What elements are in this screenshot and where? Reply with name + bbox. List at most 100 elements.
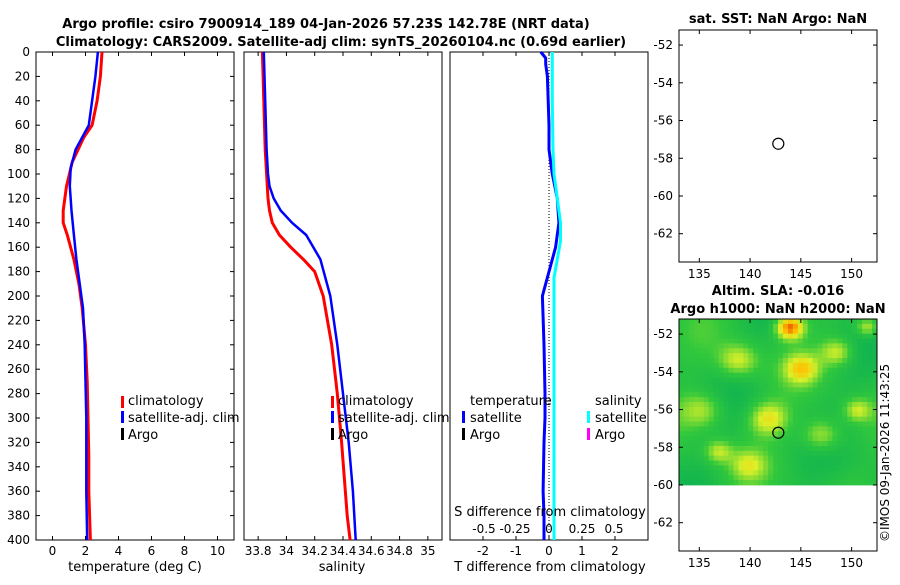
sla-map-ticks: 135 140 145 150 -52 -54 -56 -58 -60 -62: [653, 319, 877, 570]
s-diff-tick-label: -0.25: [499, 522, 530, 536]
heatmap-cell: [867, 328, 873, 335]
heatmap-cell: [698, 387, 705, 393]
temperature-x-ticks: 0 2 4 6 8 10: [49, 52, 225, 558]
heatmap-cell: [698, 450, 705, 457]
heatmap-cell: [837, 431, 843, 437]
heatmap-cell: [778, 338, 784, 344]
heatmap-cell: [728, 397, 734, 403]
heatmap-cell: [679, 338, 685, 344]
heatmap-cell: [782, 411, 789, 418]
heatmap-cell: [787, 367, 794, 374]
heatmap-cell: [718, 470, 724, 476]
heatmap-cell: [842, 411, 848, 418]
heatmap-cell: [743, 421, 749, 427]
heatmap-cell: [773, 348, 779, 354]
heatmap-cell: [862, 406, 868, 413]
heatmap-cell: [842, 431, 848, 437]
heatmap-cell: [708, 480, 715, 486]
heatmap-cell: [778, 348, 784, 354]
heatmap-cell: [733, 460, 739, 466]
heatmap-cell: [778, 392, 784, 398]
legend-salinity-heading: salinity: [595, 394, 642, 409]
heatmap-cell: [778, 372, 784, 378]
heatmap-cell: [782, 392, 789, 398]
depth-tick-label: 20: [15, 69, 30, 83]
heatmap-cell: [867, 392, 873, 398]
heatmap-cell: [847, 367, 853, 374]
heatmap-cell: [768, 397, 774, 403]
heatmap-cell: [718, 348, 724, 354]
heatmap-cell: [778, 460, 784, 466]
heatmap-cell: [827, 382, 833, 388]
heatmap-cell: [758, 445, 764, 452]
heatmap-cell: [778, 377, 784, 383]
heatmap-cell: [758, 348, 764, 354]
heatmap-cell: [867, 421, 873, 427]
heatmap-cell: [812, 338, 818, 344]
heatmap-cell: [693, 406, 700, 413]
heatmap-cell: [852, 475, 858, 481]
heatmap-cell: [807, 441, 814, 447]
heatmap-cell: [763, 358, 769, 364]
heatmap-cell: [862, 450, 868, 457]
heatmap-cell: [867, 353, 873, 359]
heatmap-cell: [837, 377, 843, 383]
heatmap-cell: [679, 465, 685, 471]
sst-map-points: [772, 137, 785, 150]
heatmap-cell: [693, 392, 700, 398]
heatmap-cell: [872, 348, 878, 354]
depth-tick-label: 340: [7, 460, 30, 474]
heatmap-cell: [787, 480, 794, 486]
heatmap-cell: [698, 460, 705, 466]
sla-map-panel: Altim. SLA: -0.016 Argo h1000: NaN h2000…: [653, 284, 885, 570]
heatmap-cell: [743, 362, 749, 369]
heatmap-cell: [867, 382, 873, 388]
heatmap-cell: [763, 353, 769, 359]
heatmap-cell: [822, 348, 828, 354]
heatmap-cell: [728, 362, 734, 369]
heatmap-cell: [792, 436, 799, 442]
heatmap-cell: [812, 465, 818, 471]
heatmap-cell: [693, 445, 700, 452]
heatmap-cell: [787, 421, 794, 427]
heatmap-cell: [837, 460, 843, 466]
heatmap-cell: [862, 455, 868, 461]
heatmap-cell: [698, 441, 705, 447]
heatmap-cell: [832, 470, 838, 476]
map-x-tick-label: 140: [739, 267, 762, 281]
heatmap-cell: [827, 450, 833, 457]
heatmap-cell: [847, 387, 853, 393]
heatmap-cell: [688, 426, 695, 432]
heatmap-cell: [867, 441, 873, 447]
heatmap-cell: [683, 387, 690, 393]
heatmap-cell: [802, 475, 809, 481]
depth-tick-label: 280: [7, 387, 30, 401]
heatmap-cell: [718, 421, 724, 427]
heatmap-cell: [787, 387, 794, 393]
heatmap-cell: [753, 470, 759, 476]
heatmap-cell: [753, 421, 759, 427]
heatmap-cell: [822, 358, 828, 364]
series-line-climatology: [61, 51, 104, 541]
heatmap-cell: [733, 475, 739, 481]
heatmap-cell: [723, 343, 729, 349]
depth-tick-label: 360: [7, 484, 30, 498]
heatmap-cell: [713, 411, 719, 418]
heatmap-cell: [753, 431, 759, 437]
heatmap-cell: [728, 416, 734, 422]
heatmap-cell: [842, 358, 848, 364]
heatmap-cell: [688, 397, 695, 403]
heatmap-cell: [812, 362, 818, 369]
heatmap-cell: [733, 353, 739, 359]
heatmap-cell: [683, 421, 690, 427]
heatmap-cell: [768, 431, 774, 437]
heatmap-cell: [748, 460, 754, 466]
heatmap-cell: [867, 387, 873, 393]
heatmap-cell: [778, 431, 784, 437]
heatmap-cell: [797, 397, 804, 403]
heatmap-cell: [857, 392, 863, 398]
heatmap-cell: [807, 333, 814, 339]
heatmap-cell: [852, 465, 858, 471]
heatmap-cell: [822, 460, 828, 466]
heatmap-cell: [679, 460, 685, 466]
